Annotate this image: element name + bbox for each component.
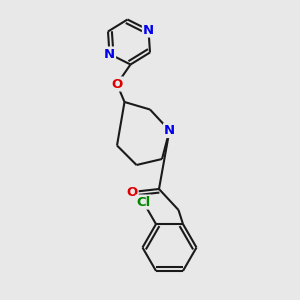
Text: Cl: Cl xyxy=(136,196,150,208)
Text: O: O xyxy=(111,77,123,91)
Text: N: N xyxy=(104,47,115,61)
Text: O: O xyxy=(126,185,138,199)
Text: N: N xyxy=(164,124,175,137)
Text: N: N xyxy=(143,23,154,37)
